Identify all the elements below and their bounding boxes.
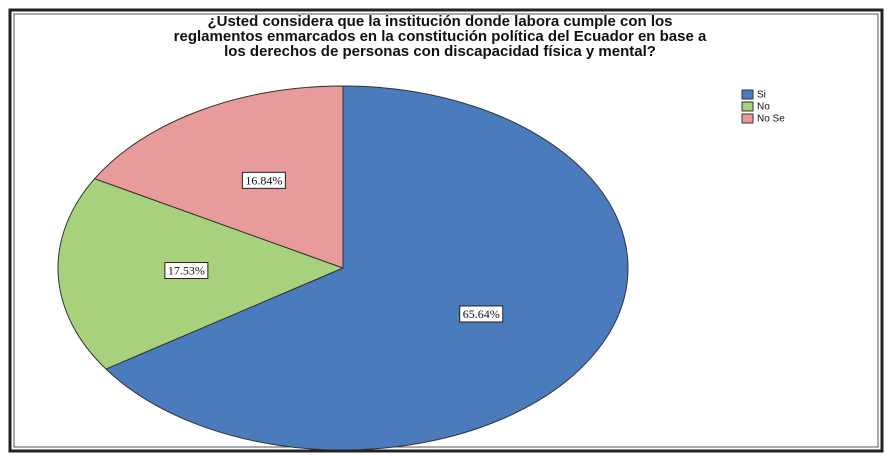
value-label-box <box>459 305 504 323</box>
value-label-box <box>241 171 286 189</box>
inner-frame <box>13 13 879 448</box>
chart-title: ¿Usted considera que la institución dond… <box>207 13 672 30</box>
value-label: 16.84% <box>245 173 282 187</box>
value-label: 65.64% <box>463 307 500 321</box>
chart-title: los derechos de personas con discapacida… <box>224 43 656 60</box>
legend-label: No <box>757 102 770 113</box>
pie-slice <box>105 85 629 451</box>
legend-label: No Se <box>757 114 785 125</box>
chart-title: reglamentos enmarcados en la constitució… <box>174 28 707 45</box>
value-label: 17.53% <box>168 264 205 278</box>
legend-label: Si <box>757 90 766 101</box>
legend-swatch <box>741 113 754 124</box>
legend-swatch <box>741 101 754 112</box>
legend-swatch <box>741 89 754 100</box>
pie-slice <box>93 85 344 269</box>
value-label-box <box>164 262 209 280</box>
